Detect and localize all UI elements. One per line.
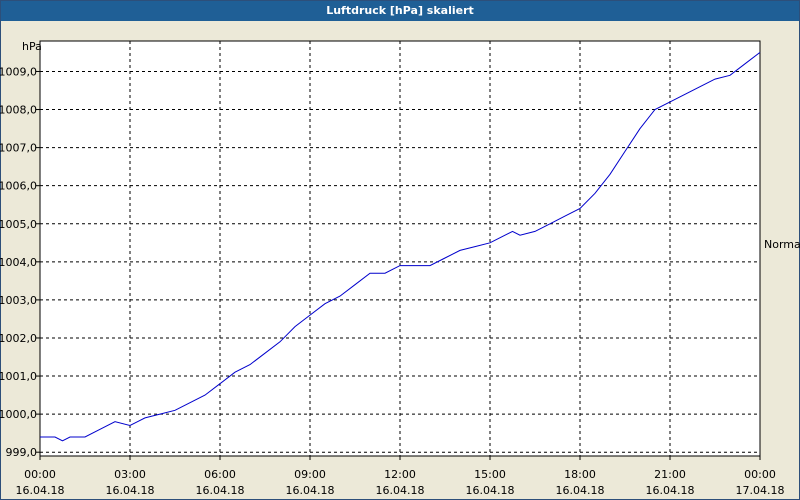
right-label: Normal — [764, 238, 800, 251]
y-tick-label: 999,0 — [6, 446, 38, 459]
y-axis: 999,0 1000,0 1001,0 1002,0 1003,0 1004,0 1005,… — [0, 65, 40, 459]
x-tick-date: 17.04.18 — [736, 484, 785, 497]
x-tick-time: 21:00 — [654, 468, 686, 481]
y-tick-label: 1000,0 — [0, 408, 37, 421]
x-tick-time: 09:00 — [294, 468, 326, 481]
x-tick-time: 00:00 — [24, 468, 56, 481]
y-tick-label: 1009,0 — [0, 65, 37, 78]
window-title: Luftdruck [hPa] skaliert — [1, 1, 799, 21]
x-tick-time: 15:00 — [474, 468, 506, 481]
y-tick-label: 1006,0 — [0, 180, 37, 193]
x-tick-time: 12:00 — [384, 468, 416, 481]
grid — [40, 41, 760, 456]
y-axis-label: hPa — [22, 40, 42, 53]
x-tick-date: 16.04.18 — [556, 484, 605, 497]
y-tick-label: 1003,0 — [0, 294, 37, 307]
x-tick-date: 16.04.18 — [646, 484, 695, 497]
plot-area — [39, 40, 761, 457]
x-tick-time: 00:00 — [744, 468, 776, 481]
x-tick-date: 16.04.18 — [376, 484, 425, 497]
x-tick-date: 16.04.18 — [16, 484, 65, 497]
x-tick-date: 16.04.18 — [286, 484, 335, 497]
x-tick-date: 16.04.18 — [466, 484, 515, 497]
y-tick-label: 1005,0 — [0, 218, 37, 231]
x-axis: 00:00 16.04.18 03:00 16.04.18 06:00 16.04.18 0… — [16, 456, 785, 497]
x-tick-date: 16.04.18 — [106, 484, 155, 497]
x-tick-date: 16.04.18 — [196, 484, 245, 497]
x-tick-time: 06:00 — [204, 468, 236, 481]
x-tick-time: 03:00 — [114, 468, 146, 481]
y-tick-label: 1002,0 — [0, 332, 37, 345]
y-tick-label: 1004,0 — [0, 256, 37, 269]
y-tick-label: 1008,0 — [0, 104, 37, 117]
x-tick-time: 18:00 — [564, 468, 596, 481]
pressure-series-line — [40, 52, 761, 442]
y-tick-label: 1001,0 — [0, 370, 37, 383]
y-tick-label: 1007,0 — [0, 142, 37, 155]
